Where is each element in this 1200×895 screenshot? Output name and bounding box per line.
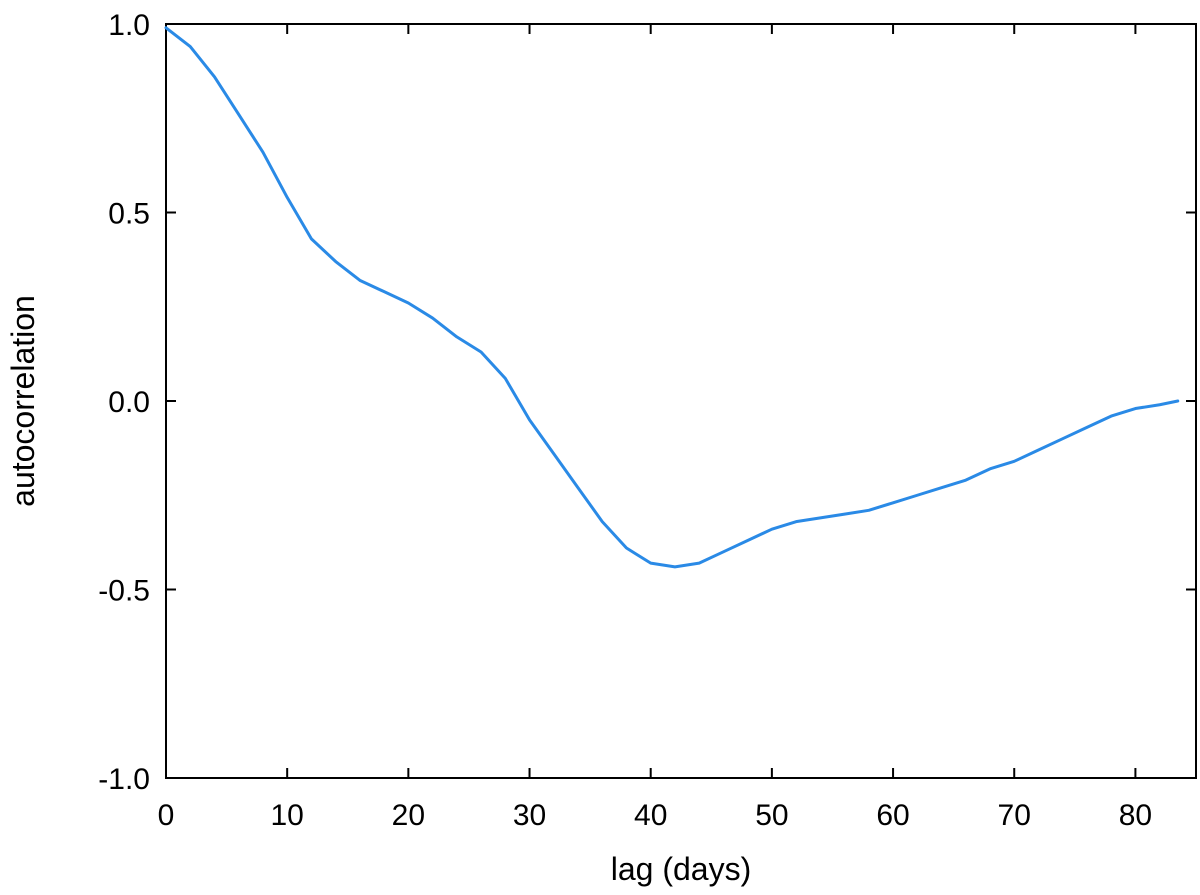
y-tick-label: -1.0 [98, 763, 150, 796]
y-tick-label: 0.5 [108, 198, 150, 231]
x-tick-label: 60 [876, 799, 909, 832]
x-tick-label: 50 [755, 799, 788, 832]
plot-frame [165, 23, 1197, 779]
tick-labels: 0 10 20 30 40 50 60 70 80 -1.0 -0.5 0.0 0.5 1.0 [98, 9, 1152, 832]
x-tick-label: 30 [513, 799, 546, 832]
y-axis-label: autocorrelation [5, 295, 41, 507]
series-group [164, 26, 1180, 569]
x-tick-label: 70 [998, 799, 1031, 832]
axis-ticks [165, 23, 1196, 779]
series-line [164, 26, 1180, 569]
x-axis-label: lag (days) [611, 851, 752, 887]
y-tick-label: 1.0 [108, 9, 150, 42]
x-tick-label: 80 [1119, 799, 1152, 832]
x-tick-label: 10 [270, 799, 303, 832]
x-tick-label: 20 [392, 799, 425, 832]
y-tick-label: -0.5 [98, 575, 150, 608]
x-tick-label: 0 [158, 799, 175, 832]
y-tick-label: 0.0 [108, 386, 150, 419]
x-tick-label: 40 [634, 799, 667, 832]
